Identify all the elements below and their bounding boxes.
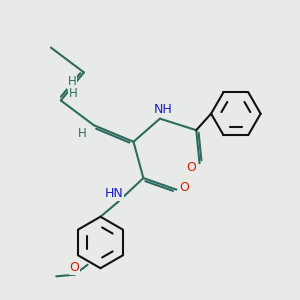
Text: O: O [186,161,196,174]
Text: O: O [69,261,79,274]
Text: O: O [180,182,190,194]
Text: H: H [68,75,77,88]
Text: H: H [69,87,78,101]
Text: HN: HN [105,187,124,200]
Text: H: H [78,127,87,140]
Text: NH: NH [154,103,172,116]
